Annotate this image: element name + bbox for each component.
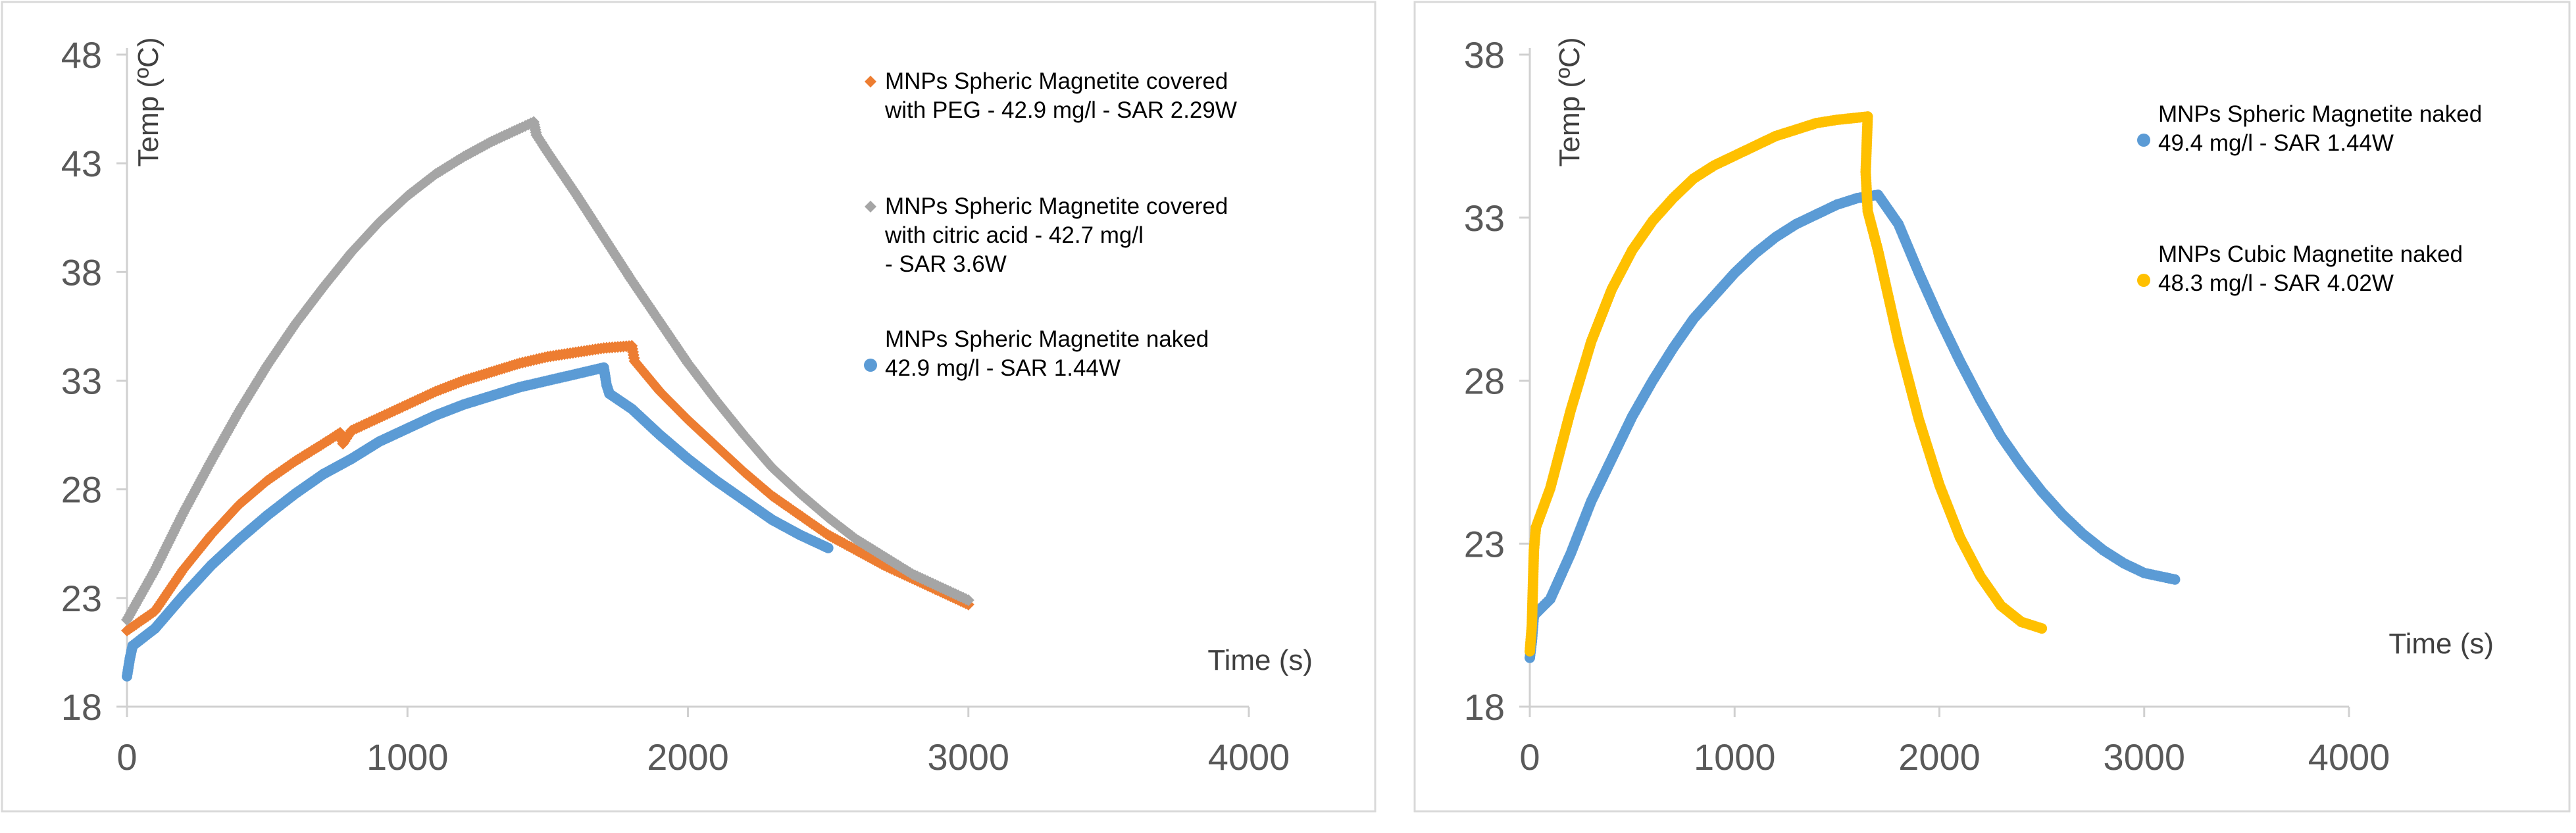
chart-left-x-tick-label: 3000 [927, 736, 1009, 778]
chart-left-y-axis-label: Temp (ºC) [132, 38, 164, 167]
chart-left-series-2-legend-marker [865, 201, 876, 213]
chart-panel-left [1, 1, 1376, 813]
chart-left-y-tick-label: 43 [61, 143, 102, 184]
chart-right-y-tick-label: 38 [1464, 34, 1505, 76]
chart-left-series-3-legend-text: MNPs Spheric Magnetite naked [885, 326, 1209, 352]
chart-right-series-1-legend-marker [2137, 134, 2150, 147]
chart-panel-right [1413, 1, 2571, 813]
chart-right-series-2-legend-text: 48.3 mg/l - SAR 4.02W [2158, 270, 2394, 296]
chart-left-y-tick-label: 48 [61, 34, 102, 76]
chart-left-y-tick-label: 18 [61, 686, 102, 728]
chart-left-series-1-legend-marker [865, 76, 876, 88]
chart-right-y-tick-label: 23 [1464, 523, 1505, 565]
chart-right-x-axis-label: Time (s) [2388, 628, 2494, 660]
chart-left-x-tick-label: 4000 [1208, 736, 1290, 778]
chart-left-series-1-legend-text: with PEG - 42.9 mg/l - SAR 2.29W [884, 97, 1237, 123]
chart-left-y-tick-label: 33 [61, 361, 102, 402]
chart-right-series-1-point [2169, 574, 2181, 585]
chart-left-x-tick-label: 0 [116, 736, 137, 778]
chart-right-y-tick-label: 28 [1464, 361, 1505, 402]
chart-right-series-2-point [2036, 623, 2048, 634]
chart-right-x-tick-label: 3000 [2103, 736, 2185, 778]
chart-left-y-tick-label: 38 [61, 251, 102, 293]
chart-left-series-1-legend-text: MNPs Spheric Magnetite covered [885, 68, 1228, 94]
chart-right-y-tick-label: 18 [1464, 686, 1505, 728]
chart-left-x-tick-label: 1000 [366, 736, 449, 778]
chart-right-x-tick-label: 2000 [1898, 736, 1981, 778]
chart-left-x-tick-label: 2000 [647, 736, 729, 778]
chart-right-x-tick-label: 1000 [1694, 736, 1776, 778]
chart-right-series-1-legend-text: MNPs Spheric Magnetite naked [2158, 101, 2482, 127]
chart-left-series-3-legend-marker [864, 359, 877, 372]
chart-left-series-2-legend-text: - SAR 3.6W [885, 251, 1007, 277]
chart-right-y-tick-label: 33 [1464, 197, 1505, 239]
chart-right-series-2-legend-text: MNPs Cubic Magnetite naked [2158, 241, 2463, 267]
chart-left-y-tick-label: 28 [61, 469, 102, 511]
chart-left-series-2-legend-text: MNPs Spheric Magnetite covered [885, 193, 1228, 219]
chart-right-y-axis-label: Temp (ºC) [1553, 38, 1586, 167]
chart-right-x-tick-label: 0 [1519, 736, 1540, 778]
chart-right-x-tick-label: 4000 [2308, 736, 2390, 778]
chart-left-y-tick-label: 23 [61, 578, 102, 619]
chart-left-x-axis-label: Time (s) [1207, 644, 1313, 676]
chart-right-series-2-legend-marker [2137, 274, 2150, 287]
chart-left-series-3-legend-text: 42.9 mg/l - SAR 1.44W [885, 355, 1121, 381]
chart-right-series-1-legend-text: 49.4 mg/l - SAR 1.44W [2158, 130, 2394, 156]
chart-left-series-2-legend-text: with citric acid - 42.7 mg/l [884, 222, 1144, 248]
chart-left-series-3-point [822, 542, 834, 553]
chart-left-series-2-point [962, 594, 974, 607]
